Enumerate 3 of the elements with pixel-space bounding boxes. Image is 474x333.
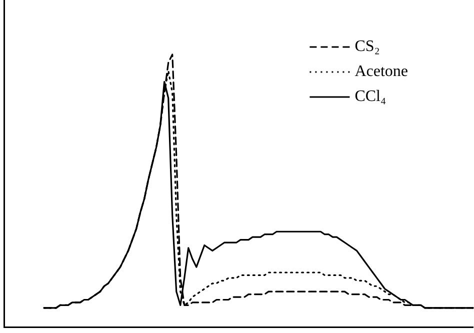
legend-label: CS₂ — [354, 38, 380, 56]
legend-label: CCl₄ — [354, 88, 386, 106]
legend-label: Acetone — [354, 63, 408, 80]
